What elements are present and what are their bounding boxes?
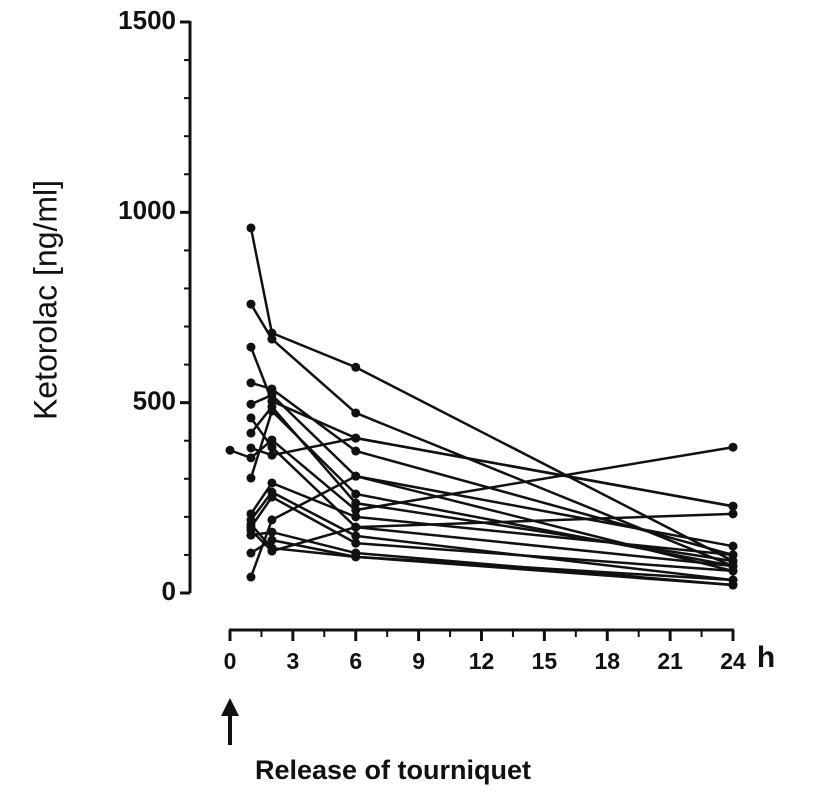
data-point [246, 342, 256, 352]
data-point [351, 498, 361, 508]
data-point [351, 512, 361, 522]
data-point [728, 541, 738, 551]
series-line [250, 381, 734, 557]
series-line [249, 474, 734, 578]
data-point [267, 535, 277, 545]
data-point [351, 433, 361, 443]
y-tick-label: 1000 [118, 195, 176, 225]
series-line [249, 404, 734, 563]
data-point [351, 362, 361, 372]
data-point [246, 443, 256, 453]
y-tick-label: 0 [162, 576, 176, 606]
y-tick-label: 1500 [118, 5, 176, 35]
x-tick-label: 12 [469, 648, 495, 674]
data-point [351, 505, 361, 515]
series-line [249, 495, 734, 573]
data-point [246, 572, 256, 582]
data-point [728, 501, 738, 511]
data-point [351, 471, 361, 481]
data-point [351, 489, 361, 499]
data-point [246, 378, 256, 388]
data-point [267, 478, 277, 488]
series-line [250, 393, 734, 573]
data-point [225, 445, 235, 455]
data-point [267, 527, 277, 537]
data-point [728, 509, 738, 519]
data-point [267, 492, 277, 502]
series-line [249, 303, 734, 568]
data-point [728, 561, 738, 571]
y-axis-label: Ketorolac [ng/ml] [27, 180, 63, 420]
data-point [267, 442, 277, 452]
data-point [728, 442, 738, 452]
x-tick-label: 9 [412, 648, 425, 674]
series-line [249, 408, 734, 568]
data-point [246, 428, 256, 438]
data-point [267, 515, 277, 525]
series-line [249, 417, 734, 529]
data-point [267, 435, 277, 445]
data-point [351, 522, 361, 532]
x-unit-label: h [757, 641, 775, 674]
data-point [267, 450, 277, 460]
data-point [351, 531, 361, 541]
data-point [246, 473, 256, 483]
data-point [246, 413, 256, 423]
annotation: Release of tourniquet [255, 755, 531, 785]
data-point [246, 399, 256, 409]
x-tick-label: 18 [594, 648, 620, 674]
data-point [246, 223, 256, 233]
data-point [351, 446, 361, 456]
series-line [250, 525, 734, 568]
y-tick-label: 500 [133, 386, 176, 416]
data-point [246, 548, 256, 558]
series-line [249, 481, 734, 557]
arrow-head [221, 698, 239, 716]
data-point [267, 546, 277, 556]
data-point [267, 334, 277, 344]
data-point [728, 550, 738, 560]
x-tick-label: 21 [657, 648, 683, 674]
x-tick-label: 6 [349, 648, 362, 674]
series-line [250, 436, 734, 508]
data-point [267, 390, 277, 400]
data-point [351, 408, 361, 418]
series-line [249, 227, 734, 563]
x-tick-label: 0 [224, 648, 237, 674]
data-point [246, 453, 256, 463]
data-point [728, 580, 738, 590]
data-point [246, 525, 256, 535]
series-line [250, 523, 734, 587]
x-tick-label: 24 [720, 648, 746, 674]
data-point [267, 406, 277, 416]
data-point [246, 299, 256, 309]
data-point [351, 552, 361, 562]
x-tick-label: 3 [286, 648, 299, 674]
data-point [351, 538, 361, 548]
x-tick-label: 15 [532, 648, 558, 674]
